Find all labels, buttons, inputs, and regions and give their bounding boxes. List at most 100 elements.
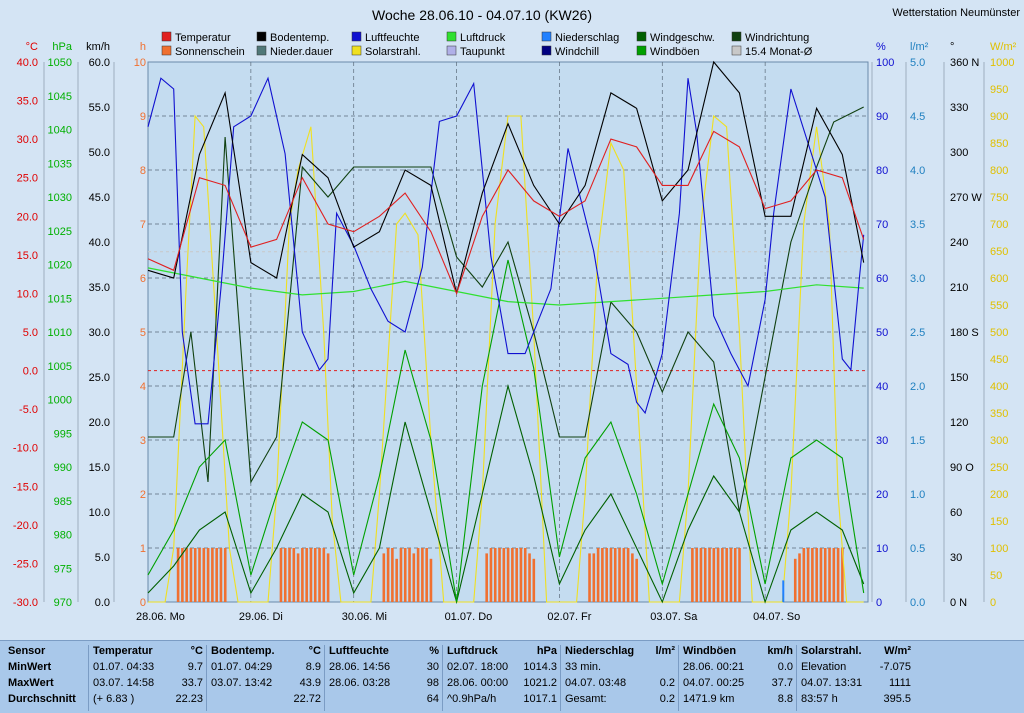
axis-tick-solar: 50 <box>990 570 1002 582</box>
stats-value: 9.7 <box>187 661 203 673</box>
stats-value: 395.5 <box>883 693 911 705</box>
x-tick-label: 02.07. Fr <box>547 611 591 623</box>
sunshine-bar <box>429 558 433 602</box>
stats-unit: l/m² <box>655 645 675 657</box>
axis-tick-sun: 1 <box>140 543 146 555</box>
sunshine-bar <box>523 548 527 602</box>
sunshine-bar <box>408 548 411 602</box>
axis-tick-sun: 7 <box>140 219 146 231</box>
sunshine-bar <box>202 548 206 602</box>
axis-tick-humidity: 40 <box>876 381 888 393</box>
axis-tick-solar: 300 <box>990 435 1008 447</box>
axis-tick-pressure: 1040 <box>48 125 72 137</box>
axis-tick-solar: 1000 <box>990 57 1014 69</box>
sunshine-bar <box>691 548 694 602</box>
axis-unit-wind: km/h <box>86 41 110 53</box>
stats-value: 22.72 <box>293 693 321 705</box>
axis-tick-solar: 200 <box>990 489 1008 501</box>
axis-tick-temp: 25.0 <box>17 173 38 185</box>
axis-tick-rain: 5.0 <box>910 57 925 69</box>
sunshine-bar <box>515 548 518 602</box>
axis-tick-temp: -15.0 <box>13 481 38 493</box>
axis-tick-wind: 40.0 <box>89 237 110 249</box>
stats-cell: Durchschnitt <box>8 693 76 705</box>
stats-unit: % <box>429 645 439 657</box>
stats-value: 8.9 <box>305 661 321 673</box>
axis-tick-wind: 35.0 <box>89 282 110 294</box>
legend-label: Windchill <box>555 46 599 58</box>
stats-column: Luftdruck hPa 02.07. 18:00 1014.3 28.06. 00:… <box>442 645 561 711</box>
stats-header: Luftfeuchte <box>329 645 389 657</box>
axis-tick-pressure: 980 <box>54 530 72 542</box>
sunshine-bar <box>391 548 394 602</box>
stats-value: 1021.2 <box>523 677 557 689</box>
axis-tick-pressure: 1010 <box>48 327 72 339</box>
axis-tick-pressure: 1000 <box>48 395 72 407</box>
axis-tick-solar: 400 <box>990 381 1008 393</box>
axis-tick-rain: 3.5 <box>910 219 925 231</box>
legend-swatch <box>256 45 267 56</box>
axis-tick-temp: -30.0 <box>13 597 38 609</box>
sunshine-bar <box>622 548 626 602</box>
sunshine-bar <box>832 548 836 602</box>
axis-tick-pressure: 1025 <box>48 226 72 238</box>
legend-label: 15.4 Monat-Ø <box>745 46 813 58</box>
legend-label: Luftdruck <box>460 32 506 44</box>
sunshine-bar <box>613 548 617 602</box>
stats-header: Bodentemp. <box>211 645 275 657</box>
sunshine-bar <box>502 548 506 602</box>
axis-tick-wind: 20.0 <box>89 417 110 429</box>
sunshine-bar <box>421 548 424 602</box>
axis-tick-temp: 10.0 <box>17 288 38 300</box>
axis-tick-sun: 5 <box>140 327 146 339</box>
axis-tick-direction: 180 S <box>950 327 979 339</box>
axis-tick-temp: 35.0 <box>17 96 38 108</box>
axis-tick-direction: 0 N <box>950 597 967 609</box>
axis-tick-humidity: 30 <box>876 435 888 447</box>
chart-title: Woche 28.06.10 - 04.07.10 (KW26) <box>372 7 592 23</box>
axis-tick-humidity: 0 <box>876 597 882 609</box>
axis-tick-direction: 120 <box>950 417 968 429</box>
axis-tick-direction: 60 <box>950 507 962 519</box>
axis-tick-pressure: 990 <box>54 462 72 474</box>
weather-chart: Woche 28.06.10 - 04.07.10 (KW26) Wetters… <box>12 7 1021 623</box>
axis-tick-rain: 1.0 <box>910 489 925 501</box>
sunshine-bar <box>836 548 840 602</box>
sunshine-bar <box>322 548 326 602</box>
axis-tick-pressure: 1045 <box>48 91 72 103</box>
axis-unit-sun: h <box>140 41 146 53</box>
sunshine-bar <box>206 548 210 602</box>
sunshine-bar <box>635 558 638 602</box>
stats-value: 64 <box>426 693 439 705</box>
legend-label: Windrichtung <box>745 32 809 44</box>
x-tick-label: 30.06. Mi <box>342 611 387 623</box>
sunshine-bar <box>305 548 308 602</box>
stats-column: Luftfeuchte% 28.06. 14:56 30 28.06. 03:28 98… <box>324 645 443 711</box>
legend-swatch <box>446 45 457 56</box>
stats-unit: °C <box>190 645 203 657</box>
sunshine-bar <box>695 548 698 602</box>
chart-legend: Temperatur Bodentemp. Luftfeuchte Luftdruck… <box>161 31 813 58</box>
x-tick-label: 01.07. Do <box>445 611 493 623</box>
axis-tick-solar: 450 <box>990 354 1008 366</box>
stats-value: 98 <box>426 677 439 689</box>
stats-cell: 02.07. 18:00 <box>447 661 509 673</box>
axis-tick-temp: -5.0 <box>19 404 38 416</box>
sunshine-bar <box>292 548 296 602</box>
legend-swatch <box>351 45 362 56</box>
sunshine-bar <box>708 548 711 602</box>
sunshine-bar <box>279 548 283 602</box>
sunshine-bar <box>841 548 844 602</box>
stats-cell: 1471.9 km <box>683 693 735 705</box>
legend-swatch <box>256 31 267 42</box>
sunshine-bar <box>309 548 313 602</box>
stats-cell: (+ 6.83 ) <box>93 693 135 705</box>
sunshine-bar <box>211 548 214 602</box>
axis-tick-pressure: 970 <box>54 597 72 609</box>
axis-tick-solar: 700 <box>990 219 1008 231</box>
stats-column: Sensor MinWert MaxWert Durchschnitt <box>4 645 88 711</box>
stats-cell: Elevation <box>801 661 847 673</box>
sunshine-bar <box>382 553 386 602</box>
axis-tick-wind: 30.0 <box>89 327 110 339</box>
stats-value: 1014.3 <box>523 661 557 673</box>
